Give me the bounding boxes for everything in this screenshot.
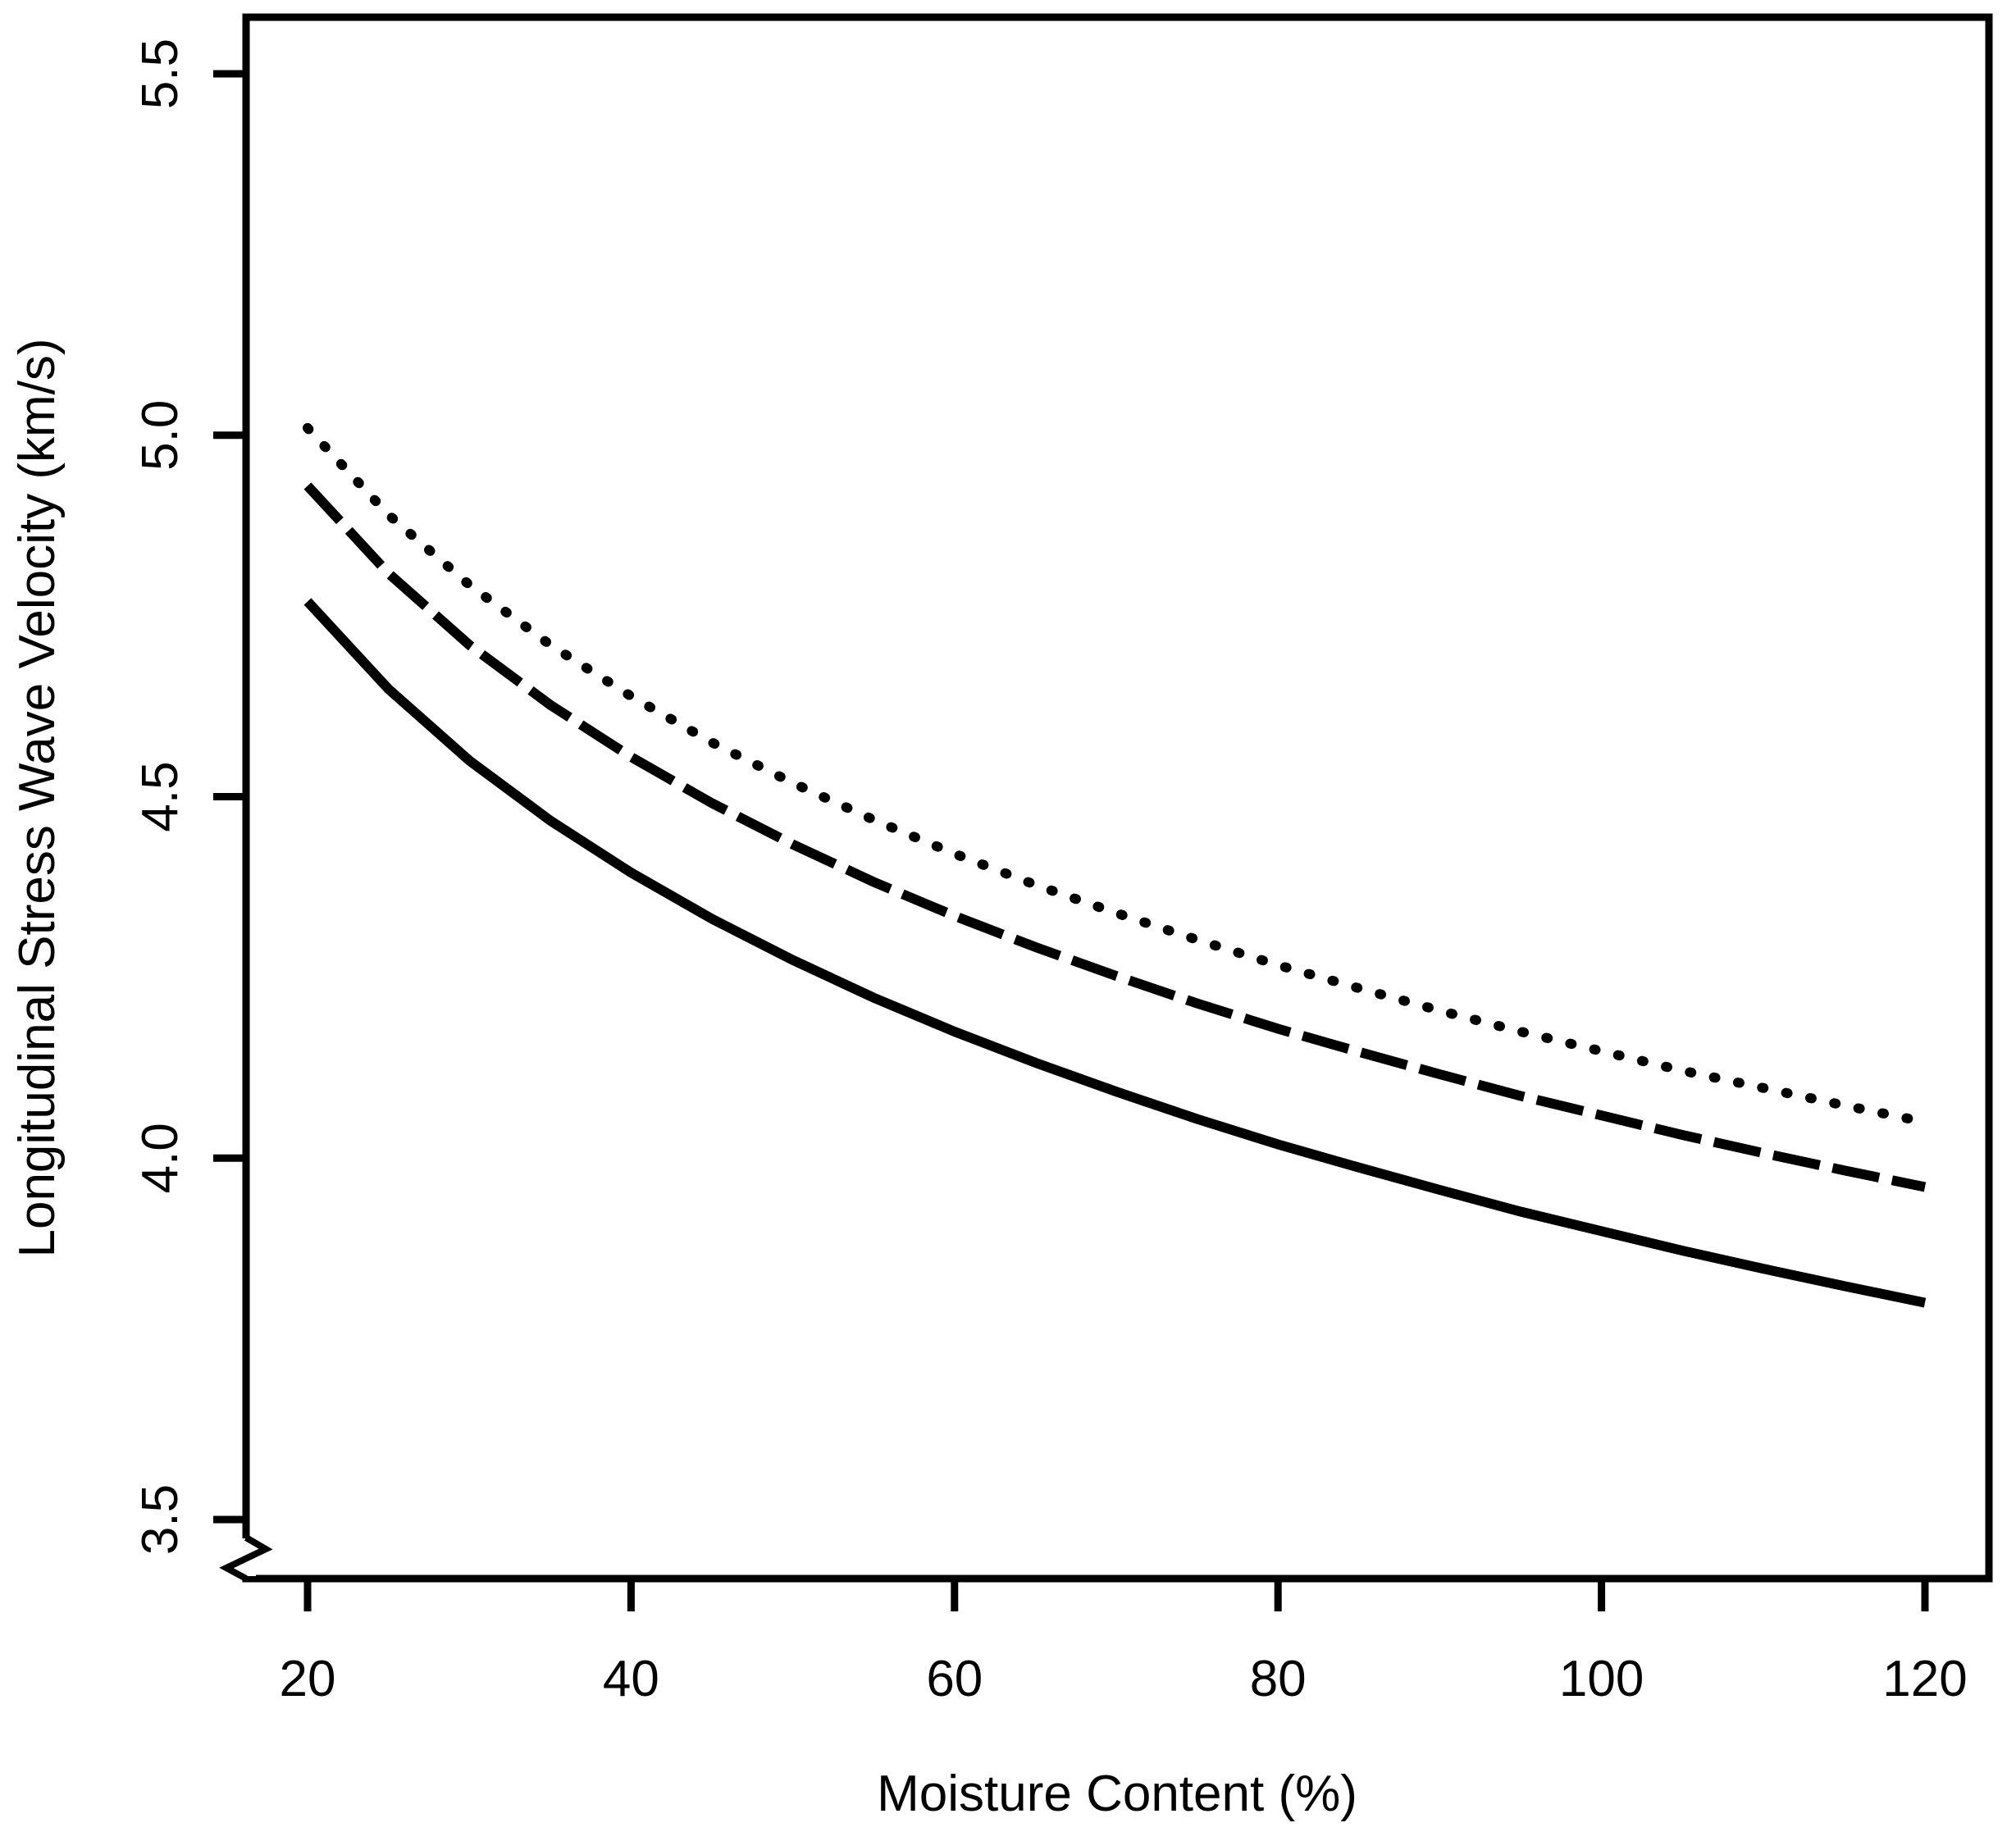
y-axis-ticks <box>213 70 246 1524</box>
series-group <box>303 422 1930 1308</box>
x-tick-label: 100 <box>1559 1651 1644 1707</box>
y-axis-label: Longitudinal Stress Wave Velocity (km/s) <box>9 338 66 1257</box>
x-axis-label: Moisture Content (%) <box>877 1766 1357 1822</box>
plot-box <box>242 13 1993 1583</box>
y-tick-label: 4.5 <box>132 761 189 832</box>
y-axis-tick-labels: 3.5 4.0 4.5 5.0 5.5 <box>132 39 189 1555</box>
x-tick-label: 20 <box>280 1651 336 1707</box>
x-tick-label: 120 <box>1882 1651 1967 1707</box>
series-dotted-line <box>303 422 1930 1128</box>
series-dashed-line <box>303 482 1927 1192</box>
y-tick-label: 4.0 <box>132 1123 189 1193</box>
x-tick-label: 80 <box>1250 1651 1307 1707</box>
y-axis-break <box>219 1534 273 1582</box>
y-tick-label: 3.5 <box>132 1484 189 1555</box>
y-tick-label: 5.5 <box>132 39 189 109</box>
x-tick-label: 40 <box>603 1651 659 1707</box>
y-tick-label: 5.0 <box>132 400 189 471</box>
axis-break-icon <box>219 1534 273 1582</box>
series-solid-line <box>303 598 1927 1308</box>
x-axis-tick-labels: 20 40 60 80 100 120 <box>280 1651 1968 1707</box>
x-tick-label: 60 <box>926 1651 983 1707</box>
x-axis-ticks <box>303 1579 1929 1611</box>
